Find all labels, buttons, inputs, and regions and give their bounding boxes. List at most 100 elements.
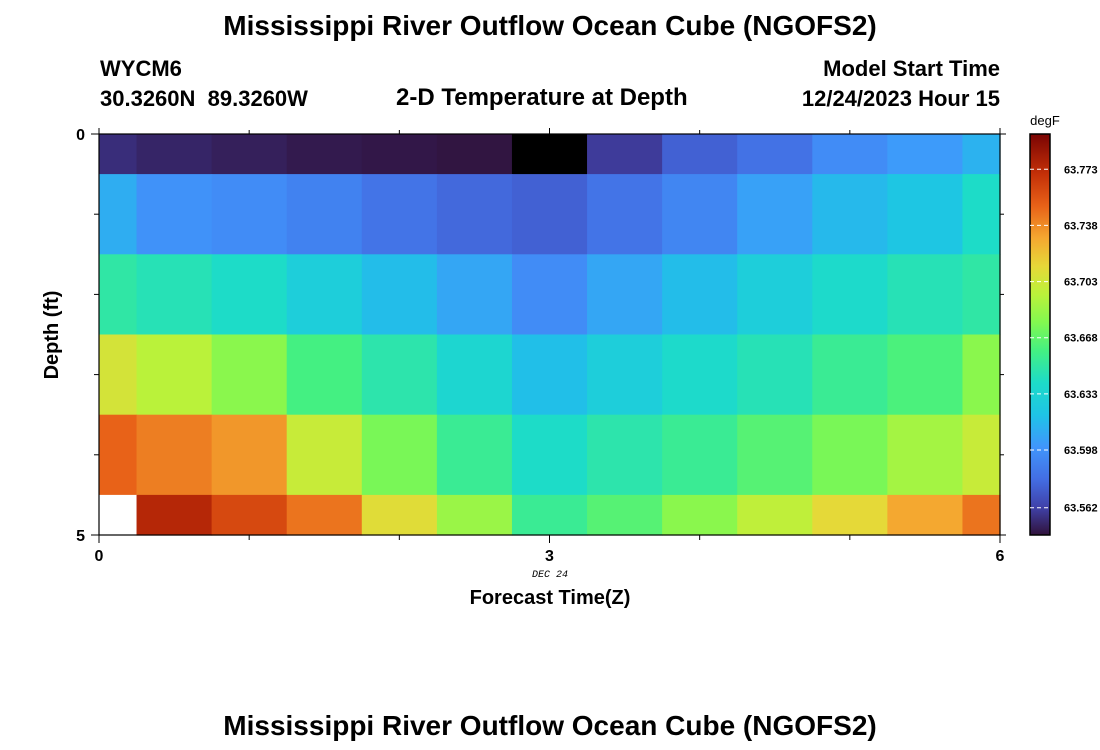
heatmap-cell (662, 174, 738, 255)
heatmap-cell (812, 494, 888, 536)
colorbar-unit: degF (1030, 113, 1060, 128)
colorbar-tick-label: 63.598 (1064, 445, 1098, 457)
heatmap-cell (812, 174, 888, 255)
heatmap-cell (962, 134, 1001, 175)
y-tick-label: 0 (76, 127, 85, 144)
x-tick-label: 6 (996, 548, 1005, 565)
heatmap-cell (99, 494, 138, 536)
heatmap-cell (361, 494, 438, 536)
heatmap-cell (812, 414, 888, 496)
heatmap-cell (211, 334, 288, 416)
heatmap-cell (286, 414, 363, 496)
heatmap-cell (99, 254, 138, 336)
heatmap-cell (511, 334, 588, 416)
heatmap-cell (136, 334, 213, 416)
heatmap-cell (211, 254, 288, 336)
y-axis-title: Depth (ft) (41, 291, 63, 380)
heatmap-cell (361, 254, 438, 336)
colorbar-tick-label: 63.703 (1064, 277, 1098, 289)
heatmap-cell (99, 134, 138, 175)
heatmap-cell (737, 414, 813, 496)
heatmap-cell (737, 134, 813, 175)
heatmap-cell (511, 174, 588, 255)
heatmap-cell (587, 334, 663, 416)
heatmap-cell (99, 334, 138, 416)
heatmap-cell (436, 254, 513, 336)
heatmap-cell (962, 174, 1001, 255)
heatmap-cell (812, 334, 888, 416)
heatmap-cell (436, 134, 513, 175)
heatmap-cell (737, 254, 813, 336)
heatmap-cell (436, 494, 513, 536)
heatmap-cell (887, 334, 964, 416)
heatmap-cell (962, 414, 1001, 496)
heatmap-cell (136, 134, 213, 175)
heatmap-cell (136, 494, 213, 536)
colorbar: 63.773 63.738 63.703 63.668 63.633 63.598 63.5… (1029, 133, 1098, 536)
x-tick-label: 0 (95, 548, 104, 565)
axes: 0 3 605 (76, 127, 1006, 565)
heatmap-cell (436, 414, 513, 496)
heatmap-cell (587, 134, 663, 175)
heatmap-cell (812, 134, 888, 175)
heatmap-cell (99, 414, 138, 496)
heatmap-cell (737, 174, 813, 255)
heatmap-cell (887, 254, 964, 336)
heatmap-cell (211, 174, 288, 255)
heatmap-cell (587, 254, 663, 336)
colorbar-tick-label: 63.668 (1064, 333, 1098, 345)
heatmap-cell (136, 174, 213, 255)
heatmap-cell (436, 334, 513, 416)
heatmap-cell (436, 174, 513, 255)
heatmap-cell (136, 254, 213, 336)
main-title: Mississippi River Outflow Ocean Cube (NG… (223, 10, 877, 41)
heatmap-cell (211, 414, 288, 496)
heatmap-cell (887, 494, 964, 536)
heatmap-cell (286, 334, 363, 416)
heatmap-cell (511, 254, 588, 336)
colorbar-gradient (1029, 133, 1051, 536)
x-tick-label: 3 (545, 548, 554, 565)
heatmap-cell (511, 494, 588, 536)
heatmap-cell (211, 494, 288, 536)
heatmap-cell (136, 414, 213, 496)
station-coordinates: 30.3260N 89.3260W (100, 86, 308, 111)
heatmap-cell (962, 254, 1001, 336)
heatmap-cell (286, 174, 363, 255)
colorbar-tick-label: 63.738 (1064, 220, 1098, 232)
heatmap-cell (286, 134, 363, 175)
heatmap-cell (587, 494, 663, 536)
heatmap-cell (211, 134, 288, 175)
heatmap-cell (662, 134, 738, 175)
heatmap-cell (99, 174, 138, 255)
heatmap-cell (962, 494, 1001, 536)
heatmap-cell (662, 334, 738, 416)
heatmap-cell (962, 334, 1001, 416)
heatmap-cell (361, 134, 438, 175)
heatmap-cell (662, 494, 738, 536)
footer-title: Mississippi River Outflow Ocean Cube (NG… (223, 710, 877, 741)
heatmap-cell (662, 254, 738, 336)
heatmap-cell (812, 254, 888, 336)
heatmap-cell (737, 334, 813, 416)
model-start-value: 12/24/2023 Hour 15 (801, 86, 1000, 111)
heatmap-cell (511, 414, 588, 496)
heatmap-cell (361, 414, 438, 496)
heatmap-cell (662, 414, 738, 496)
colorbar-tick-label: 63.773 (1064, 164, 1098, 176)
heatmap-cell (286, 494, 363, 536)
plot-subtitle: 2-D Temperature at Depth (396, 84, 688, 111)
x-date-label: DEC 24 (532, 570, 568, 581)
model-start-label: Model Start Time (823, 56, 1000, 81)
heatmap-cells (99, 134, 1001, 536)
heatmap-cell (737, 494, 813, 536)
heatmap-cell (361, 174, 438, 255)
heatmap-cell (887, 134, 964, 175)
heatmap-cell (587, 414, 663, 496)
colorbar-tick-label: 63.633 (1064, 389, 1098, 401)
heatmap-cell (887, 414, 964, 496)
heatmap-cell (286, 254, 363, 336)
y-tick-label: 5 (76, 528, 85, 545)
heatmap-cell (361, 334, 438, 416)
